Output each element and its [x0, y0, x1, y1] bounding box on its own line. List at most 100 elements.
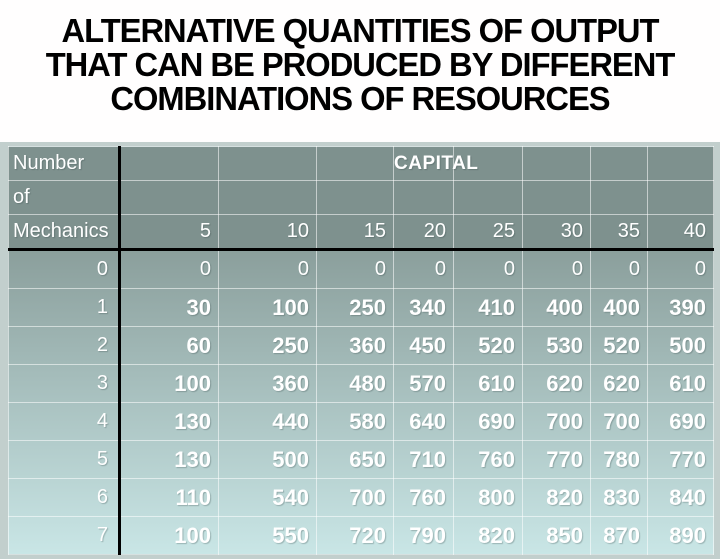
value-cell: 830 [590, 478, 648, 517]
value-cell: 540 [218, 478, 317, 517]
value-cell: 30 [119, 288, 219, 327]
header-row-2: of [8, 180, 714, 215]
empty-cell [522, 180, 591, 215]
value-cell: 410 [453, 288, 523, 327]
value-cell: 0 [590, 249, 648, 289]
value-cell: 710 [393, 440, 454, 479]
table-row: 6 110 540 700 760 800 820 830 840 [8, 478, 714, 517]
value-cell: 580 [316, 402, 394, 441]
capital-column-header: 25 [453, 214, 523, 251]
row-number-cell: 0 [8, 249, 121, 289]
value-cell: 390 [647, 288, 714, 327]
corner-cell-of: of [8, 180, 121, 215]
value-cell: 610 [453, 364, 523, 403]
capital-column-header: 20 [393, 214, 454, 251]
slide-title: ALTERNATIVE QUANTITIES OF OUTPUT THAT CA… [8, 14, 712, 116]
value-cell: 360 [316, 326, 394, 365]
value-cell: 770 [522, 440, 591, 479]
table-row: 4 130 440 580 640 690 700 700 690 [8, 402, 714, 441]
value-cell: 440 [218, 402, 317, 441]
capital-column-header: 10 [218, 214, 317, 251]
table-row: 5 130 500 650 710 760 770 780 770 [8, 440, 714, 479]
value-cell: 570 [393, 364, 454, 403]
empty-cell [393, 180, 454, 215]
value-cell: 770 [647, 440, 714, 479]
capital-column-header: 15 [316, 214, 394, 251]
row-number-cell: 4 [8, 402, 121, 441]
header-row-1: Number CAPITAL [8, 146, 714, 181]
value-cell: 690 [453, 402, 523, 441]
value-cell: 60 [119, 326, 219, 365]
empty-cell [453, 180, 523, 215]
value-cell: 760 [453, 440, 523, 479]
slide-title-line: COMBINATIONS OF RESOURCES [110, 80, 610, 117]
value-cell: 100 [119, 516, 219, 555]
empty-cell [647, 180, 714, 215]
value-cell: 550 [218, 516, 317, 555]
value-cell: 130 [119, 440, 219, 479]
value-cell: 640 [393, 402, 454, 441]
value-cell: 100 [119, 364, 219, 403]
value-cell: 340 [393, 288, 454, 327]
value-cell: 700 [590, 402, 648, 441]
empty-cell [590, 146, 648, 181]
value-cell: 250 [316, 288, 394, 327]
capital-column-header: 30 [522, 214, 591, 251]
value-cell: 620 [590, 364, 648, 403]
value-cell: 720 [316, 516, 394, 555]
row-number-cell: 7 [8, 516, 121, 555]
capital-header: CAPITAL [393, 146, 478, 181]
value-cell: 840 [647, 478, 714, 517]
empty-cell [522, 146, 591, 181]
value-cell: 100 [218, 288, 317, 327]
row-number-cell: 6 [8, 478, 121, 517]
value-cell: 620 [522, 364, 591, 403]
slide-title-line: THAT CAN BE PRODUCED BY DIFFERENT [45, 46, 676, 83]
empty-cell [218, 146, 317, 181]
empty-cell [218, 180, 317, 215]
value-cell: 450 [393, 326, 454, 365]
value-cell: 700 [522, 402, 591, 441]
table-row: 7 100 550 720 790 820 850 870 890 [8, 516, 714, 555]
table-row: 1 30 100 250 340 410 400 400 390 [8, 288, 714, 327]
value-cell: 760 [393, 478, 454, 517]
empty-cell [119, 180, 219, 215]
value-cell: 0 [522, 249, 591, 289]
value-cell: 400 [590, 288, 648, 327]
value-cell: 500 [647, 326, 714, 365]
value-cell: 0 [647, 249, 714, 289]
value-cell: 500 [218, 440, 317, 479]
value-cell: 0 [218, 249, 317, 289]
value-cell: 850 [522, 516, 591, 555]
empty-cell [590, 180, 648, 215]
table-row: 0 0 0 0 0 0 0 0 0 [8, 249, 714, 289]
empty-cell [316, 146, 394, 181]
value-cell: 0 [453, 249, 523, 289]
value-cell: 360 [218, 364, 317, 403]
value-cell: 870 [590, 516, 648, 555]
header-row-3: Mechanics 5 10 15 20 25 30 35 40 [8, 214, 714, 251]
capital-column-header: 5 [119, 214, 219, 251]
value-cell: 530 [522, 326, 591, 365]
value-cell: 610 [647, 364, 714, 403]
slide-title-line: ALTERNATIVE QUANTITIES OF OUTPUT [61, 12, 660, 49]
empty-cell [647, 146, 714, 181]
empty-cell [119, 146, 219, 181]
value-cell: 800 [453, 478, 523, 517]
value-cell: 480 [316, 364, 394, 403]
value-cell: 790 [393, 516, 454, 555]
row-number-cell: 2 [8, 326, 121, 365]
table-row: 2 60 250 360 450 520 530 520 500 [8, 326, 714, 365]
value-cell: 0 [393, 249, 454, 289]
value-cell: 820 [522, 478, 591, 517]
capital-column-header: 35 [590, 214, 648, 251]
value-cell: 0 [316, 249, 394, 289]
value-cell: 890 [647, 516, 714, 555]
row-number-cell: 1 [8, 288, 121, 327]
value-cell: 520 [453, 326, 523, 365]
table-row: 3 100 360 480 570 610 620 620 610 [8, 364, 714, 403]
empty-cell [316, 180, 394, 215]
empty-cell [453, 146, 523, 181]
value-cell: 690 [647, 402, 714, 441]
corner-cell-number: Number [8, 146, 121, 181]
